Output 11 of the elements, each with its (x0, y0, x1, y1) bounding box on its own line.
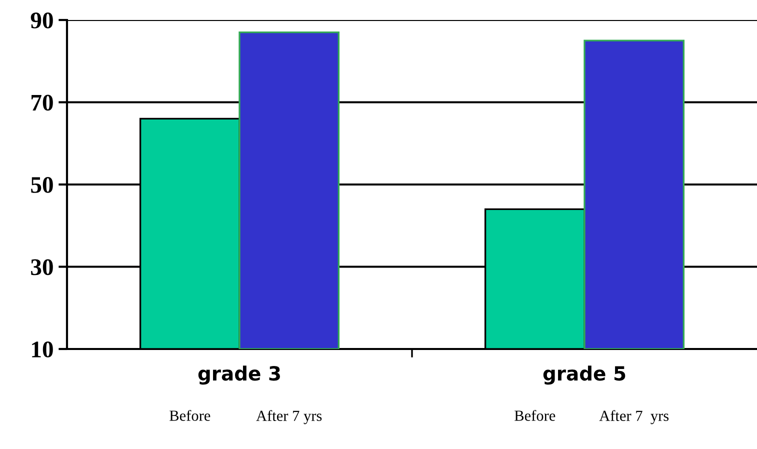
y-tick-label: 10 (32, 341, 53, 358)
x-tick-label: grade 3 (198, 366, 280, 385)
text: After 7 yrs (256, 410, 322, 424)
text: Before (170, 410, 210, 421)
x-tick-label: grade 5 (543, 366, 626, 385)
y-tick-label: 50 (31, 176, 53, 193)
y-tick-label: 70 (32, 94, 53, 111)
y-tick-label: 90 (30, 12, 53, 28)
text: Before (514, 410, 556, 421)
y-tick-label: 30 (31, 259, 53, 276)
text: After 7 yrs (599, 410, 669, 424)
